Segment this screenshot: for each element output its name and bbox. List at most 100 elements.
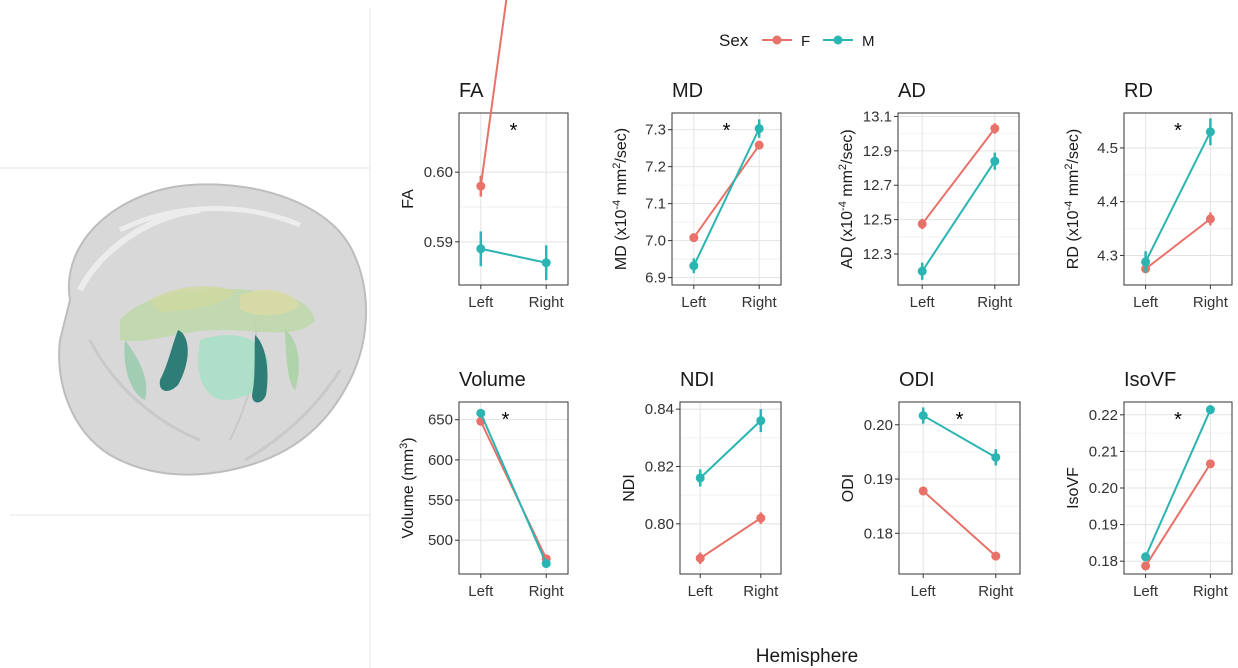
data-point	[541, 258, 551, 268]
legend: Sex F M	[719, 31, 875, 50]
y-tick-label: 7.3	[645, 122, 666, 139]
y-axis-label: FA	[400, 189, 417, 209]
data-point	[1205, 127, 1215, 137]
panel-fa: 0.59 0.60 Left Right FA FA *	[400, 0, 569, 311]
y-tick-label: 7.0	[645, 233, 666, 250]
series-m	[476, 231, 551, 281]
y-tick-label: 7.2	[645, 159, 666, 176]
panel-odi: 0.18 0.19 0.20 Left Right ODI ODI *	[840, 369, 1021, 600]
significance-star: *	[502, 409, 510, 431]
significance-star: *	[723, 120, 731, 142]
y-tick-label: 0.18	[1089, 553, 1118, 570]
x-tick-label: Right	[529, 294, 565, 311]
y-tick-label: 500	[428, 532, 453, 549]
y-tick-label: 550	[428, 492, 453, 509]
y-tick-label: 12.9	[863, 143, 892, 160]
series-line	[692, 128, 761, 267]
x-tick-label: Right	[742, 294, 778, 311]
panel-ad: 12.3 12.5 12.7 12.9 13.1 Left Right AD AD (x10-4…	[837, 80, 1020, 311]
panel-border	[1123, 112, 1233, 286]
series-line	[480, 247, 547, 264]
data-point	[754, 124, 764, 134]
x-tick-label: Left	[468, 294, 494, 311]
series-line	[699, 517, 762, 560]
series-line	[1144, 218, 1212, 270]
y-tick-label: 0.19	[1089, 517, 1118, 534]
significance-star: *	[510, 120, 518, 142]
y-tick-label: 650	[428, 412, 453, 429]
y-tick-label: 0.59	[424, 234, 453, 251]
panel-title: FA	[459, 80, 484, 102]
series-line	[479, 412, 548, 564]
panel-title: Volume	[459, 369, 526, 391]
panel-border	[671, 112, 782, 286]
panel-rd: 4.3 4.4 4.5 Left Right RD RD (x10-4 mm2/sec) *	[1063, 80, 1233, 311]
y-axis-label: MD (x10-4 mm2/sec)	[611, 128, 630, 270]
y-tick-label: 6.9	[645, 270, 666, 287]
y-tick-label: 0.20	[864, 417, 893, 434]
data-point	[917, 266, 927, 276]
data-point	[476, 408, 486, 418]
y-tick-label: 12.5	[863, 212, 892, 229]
y-axis-label: AD (x10-4 mm2/sec)	[837, 129, 856, 268]
series-m	[1141, 118, 1215, 273]
legend-label-f: F	[801, 33, 810, 50]
significance-star: *	[1174, 120, 1182, 142]
x-tick-label: Right	[1193, 583, 1229, 600]
panel-title: AD	[898, 80, 926, 102]
y-axis-label: RD (x10-4 mm2/sec)	[1063, 129, 1082, 269]
y-tick-label: 12.3	[863, 246, 892, 263]
series-m	[918, 407, 1001, 466]
y-tick-label: 0.20	[1089, 480, 1118, 497]
panel-title: RD	[1124, 80, 1153, 102]
legend-point-m	[833, 35, 843, 45]
series-f	[918, 486, 1001, 561]
x-tick-label: Left	[688, 583, 714, 600]
x-tick-label: Left	[1133, 294, 1159, 311]
series-f	[1141, 459, 1215, 571]
series-f	[695, 512, 766, 564]
y-tick-label: 0.22	[1089, 407, 1118, 424]
data-point	[476, 244, 486, 254]
series-m	[689, 119, 764, 274]
y-tick-label: 0.18	[864, 525, 893, 542]
data-point	[1205, 405, 1215, 415]
data-point	[541, 559, 551, 569]
y-tick-label: 0.60	[424, 164, 453, 181]
y-tick-label: 0.80	[645, 516, 674, 533]
panel-volume: 500 550 600 650 Left Right Volume Volume (mm3) *	[398, 369, 569, 600]
y-tick-label: 4.4	[1097, 194, 1118, 211]
panel-isovf: 0.18 0.19 0.20 0.21 0.22 Left Right IsoVF IsoVF *	[1065, 369, 1233, 600]
series-line	[921, 127, 996, 225]
panel-border	[898, 401, 1021, 575]
x-axis-title: Hemisphere	[756, 646, 858, 667]
series-line	[922, 490, 997, 557]
series-f	[689, 140, 764, 243]
data-point	[689, 233, 699, 243]
y-tick-label: 600	[428, 452, 453, 469]
data-point	[756, 416, 766, 426]
data-point	[1205, 214, 1215, 224]
y-tick-label: 0.82	[645, 459, 674, 476]
panel-border	[1123, 401, 1233, 575]
series-m	[1141, 405, 1215, 562]
y-tick-label: 4.3	[1097, 247, 1118, 264]
y-tick-label: 7.1	[645, 196, 666, 213]
panel-title: ODI	[899, 369, 935, 391]
panel-border	[679, 401, 782, 575]
series-line	[1144, 409, 1212, 558]
legend-title: Sex	[719, 31, 749, 50]
series-m	[695, 409, 766, 487]
x-tick-label: Right	[978, 583, 1014, 600]
series-line	[922, 414, 997, 459]
x-tick-label: Left	[468, 583, 494, 600]
x-tick-label: Left	[910, 294, 936, 311]
data-point	[754, 140, 764, 150]
significance-star: *	[1174, 409, 1182, 431]
series-line	[692, 144, 761, 239]
legend-label-m: M	[862, 33, 875, 50]
panel-title: MD	[672, 80, 703, 102]
data-point	[918, 486, 928, 496]
series-f	[1141, 212, 1215, 274]
